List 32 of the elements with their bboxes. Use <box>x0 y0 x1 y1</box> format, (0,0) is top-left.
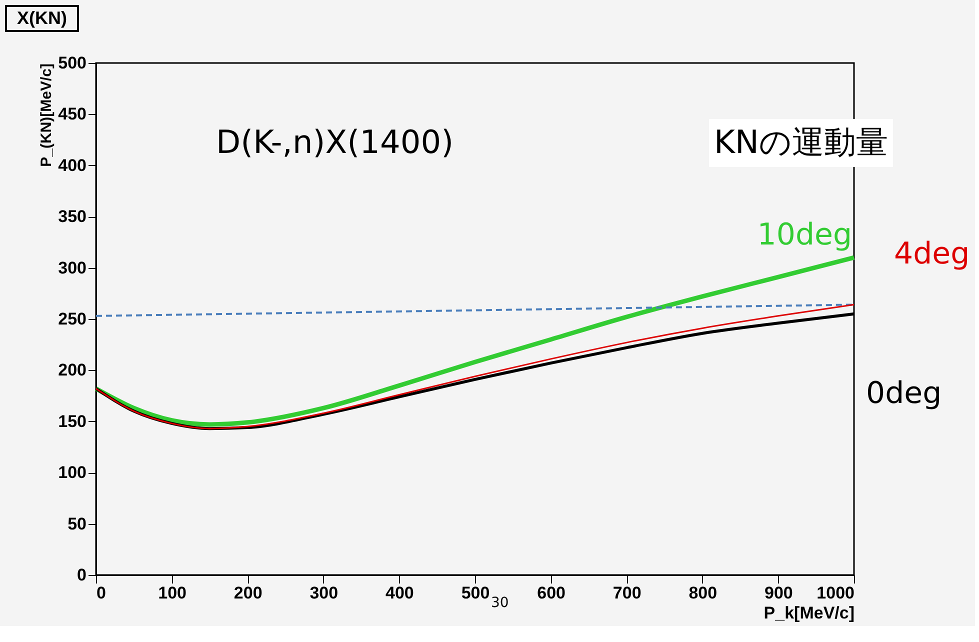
x-tick-label: 800 <box>688 584 718 602</box>
x-tick-label: 900 <box>764 584 793 602</box>
x-tick-label: 200 <box>234 584 262 602</box>
series-label: 10deg <box>757 218 852 253</box>
text: 30 <box>491 595 509 611</box>
series-label: 4deg <box>894 236 970 272</box>
y-tick-label: 300 <box>58 258 86 278</box>
y-tick-label: 200 <box>58 360 86 380</box>
annotation: KNの運動量 <box>714 123 888 161</box>
y-tick-label: 350 <box>58 207 86 226</box>
x-tick-label: 300 <box>310 584 338 602</box>
text: 0deg <box>866 376 942 411</box>
line-series <box>94 255 856 427</box>
x-tick-label: 0 <box>96 584 106 602</box>
y-tick-label: 450 <box>58 104 86 124</box>
x-tick-label: 700 <box>612 584 642 602</box>
x-axis-title: P_k[MeV/c] <box>764 604 854 622</box>
x-tick-label: 600 <box>537 584 566 602</box>
y-tick-label: 500 <box>58 54 86 72</box>
x-tick-label: 500 <box>461 584 490 602</box>
x-tick-label: 1000 <box>816 584 854 602</box>
y-axis-title: P_(KN)[MeV/c] <box>38 64 56 167</box>
x-tick-label: 100 <box>158 584 186 602</box>
annotation: D(K-,n)X(1400) <box>216 123 454 161</box>
y-tick-label: 150 <box>58 412 86 431</box>
y-tick-label: 100 <box>58 463 86 482</box>
x-tick-label: 400 <box>386 584 414 602</box>
y-tick-label: 50 <box>68 514 86 534</box>
y-tick-label: 250 <box>58 310 86 328</box>
y-tick-label: 0 <box>77 566 86 584</box>
y-tick-label: 400 <box>58 156 86 175</box>
chart-title: X(KN) <box>17 8 67 28</box>
